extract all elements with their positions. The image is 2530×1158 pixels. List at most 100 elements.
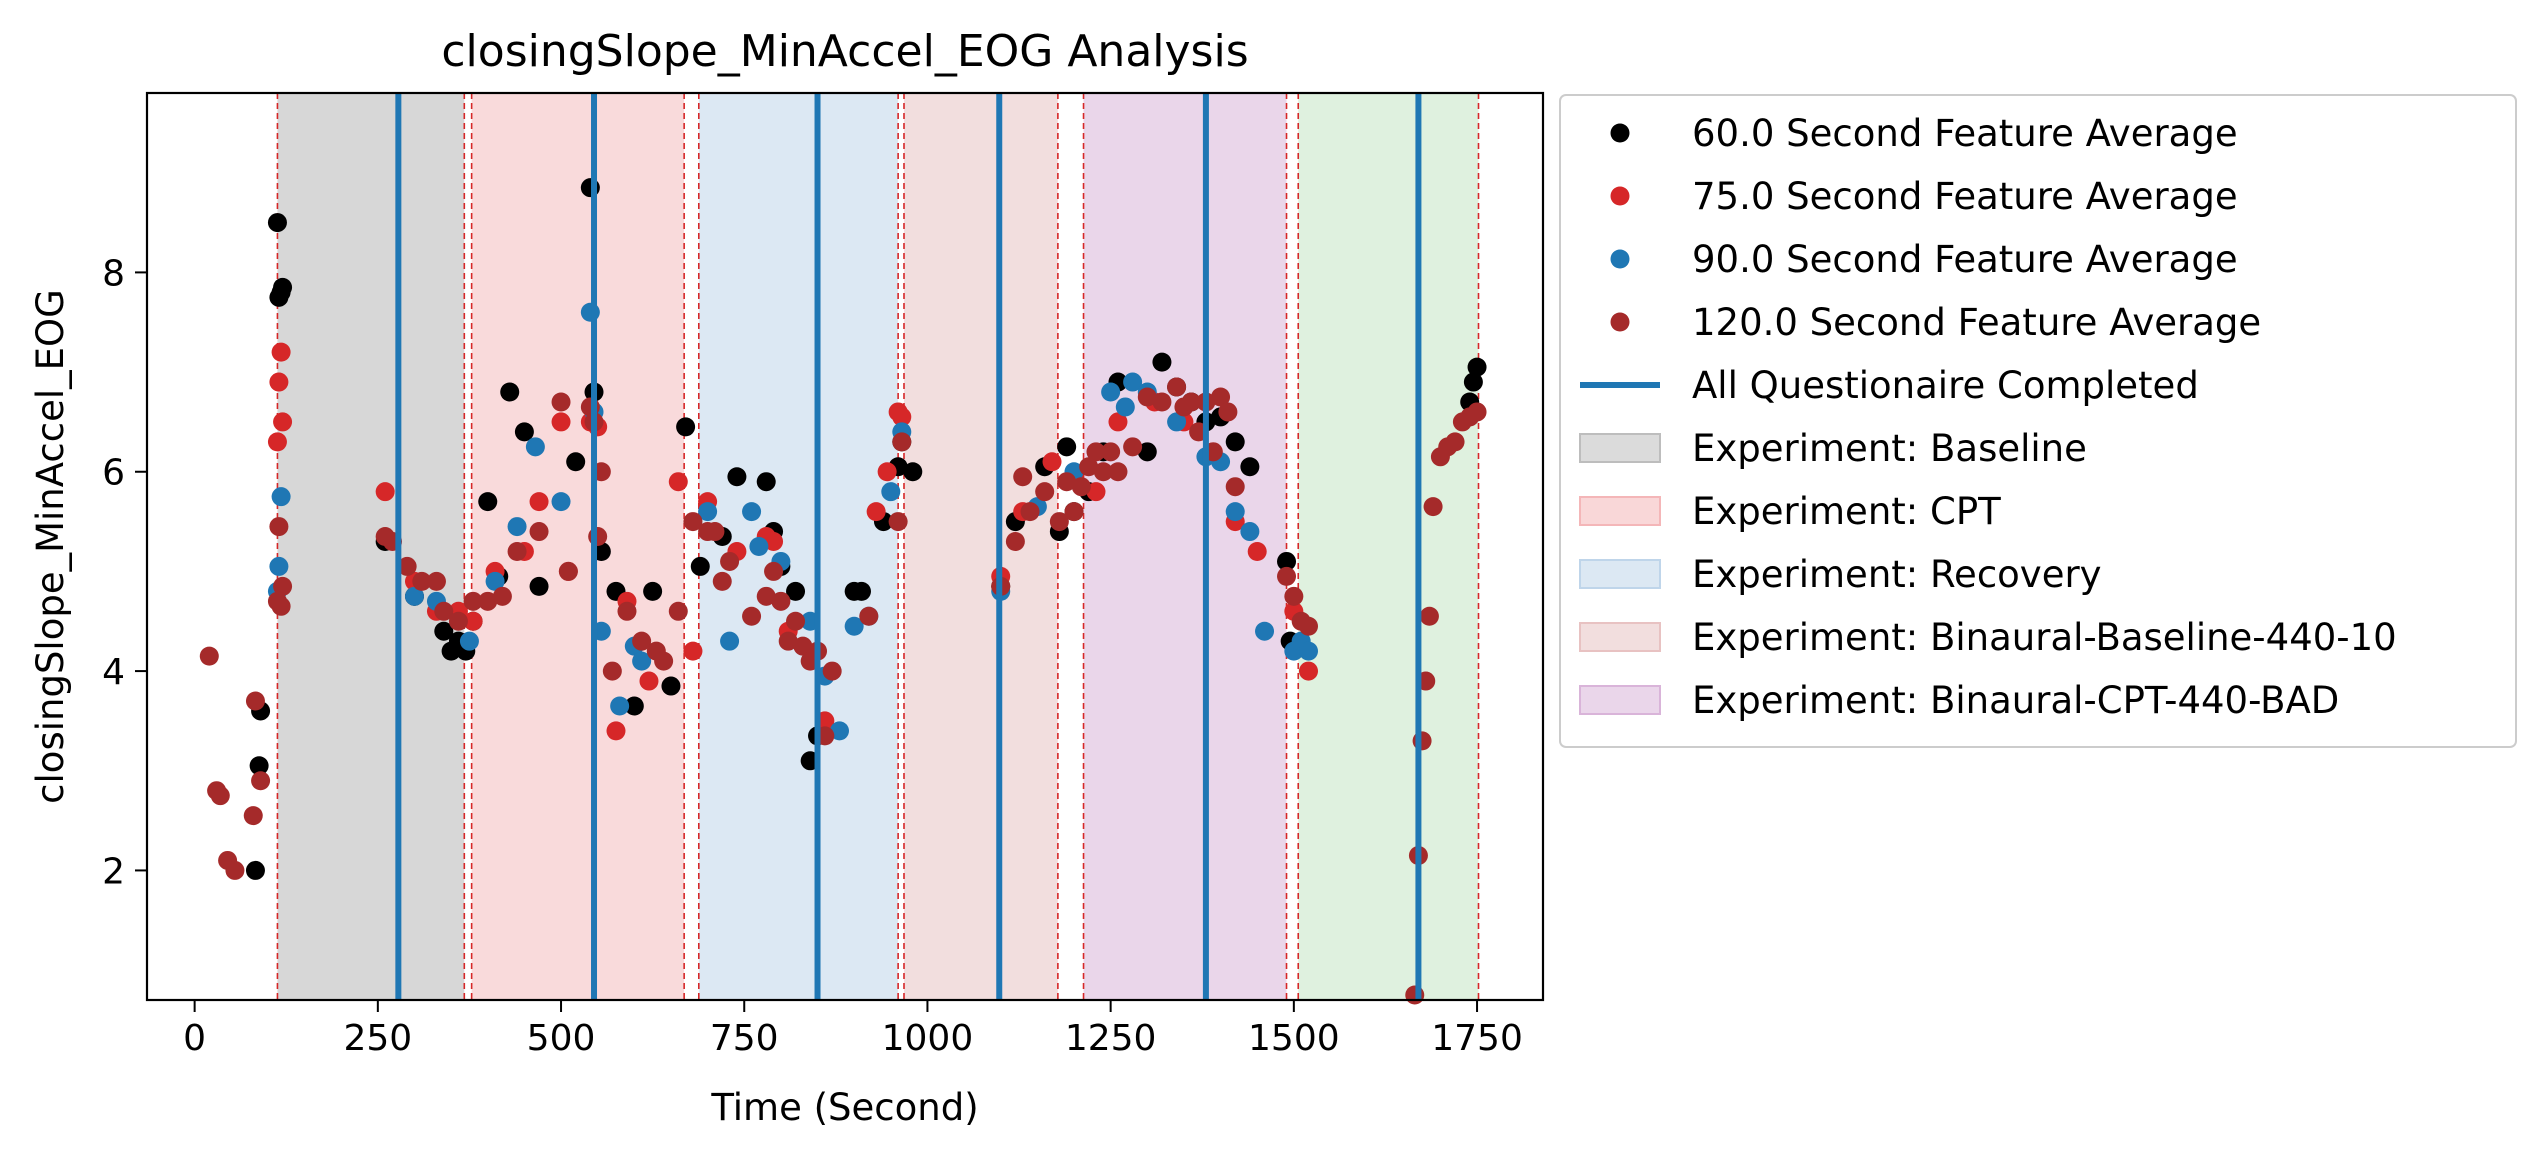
series-120-0-second-feature-average (199, 377, 1487, 1005)
data-point (1035, 482, 1055, 502)
legend-label: Experiment: CPT (1692, 490, 2001, 533)
data-point (1240, 457, 1260, 477)
data-point (1042, 452, 1062, 472)
data-points (199, 178, 1487, 1005)
data-point (698, 502, 718, 522)
data-point (668, 472, 688, 492)
data-point (1057, 472, 1077, 492)
data-point (269, 556, 289, 576)
data-point (1463, 372, 1483, 392)
data-point (1093, 462, 1113, 482)
data-point (426, 571, 446, 591)
data-point (1467, 357, 1487, 377)
legend-label: 75.0 Second Feature Average (1692, 175, 2238, 218)
data-point (404, 586, 424, 606)
legend-swatch (1579, 559, 1661, 589)
data-point (1284, 586, 1304, 606)
data-point (245, 860, 265, 880)
data-point (1423, 497, 1443, 517)
data-point (859, 606, 879, 626)
data-point (786, 581, 806, 601)
data-point (1299, 641, 1319, 661)
data-point (525, 437, 545, 457)
legend-marker (1610, 312, 1630, 332)
data-point (243, 806, 263, 826)
data-point (1445, 432, 1465, 452)
chart-title: closingSlope_MinAccel_EOG Analysis (441, 26, 1248, 77)
data-point (558, 561, 578, 581)
data-point (639, 671, 659, 691)
legend-marker (1610, 249, 1630, 269)
x-axis-label: Time (Second) (710, 1086, 978, 1129)
phase-band-unlabeled (1298, 93, 1479, 1000)
data-point (822, 661, 842, 681)
data-point (1013, 467, 1033, 487)
data-point (1101, 382, 1121, 402)
data-point (742, 502, 762, 522)
data-point (271, 596, 291, 616)
data-point (529, 576, 549, 596)
data-point (1108, 462, 1128, 482)
data-point (1167, 412, 1187, 432)
data-point (851, 581, 871, 601)
legend-item-experiment-cpt: Experiment: CPT (1579, 490, 2001, 533)
data-point (606, 721, 626, 741)
data-point (210, 786, 230, 806)
data-point (771, 591, 791, 611)
x-tick-label: 750 (710, 1018, 779, 1059)
legend-swatch (1579, 622, 1661, 652)
legend-swatch (1579, 433, 1661, 463)
data-point (1064, 502, 1084, 522)
data-point (1277, 566, 1297, 586)
data-point (463, 611, 483, 631)
legend-marker (1610, 123, 1630, 143)
data-point (225, 860, 245, 880)
data-point (643, 581, 663, 601)
data-point (529, 492, 549, 512)
data-point (1225, 432, 1245, 452)
data-point (251, 771, 271, 791)
data-point (463, 591, 483, 611)
data-point (273, 576, 293, 596)
phase-band-recovery (698, 93, 899, 1000)
data-point (1152, 392, 1172, 412)
legend-item-experiment-binaural-baseline-440-10: Experiment: Binaural-Baseline-440-10 (1579, 616, 2397, 659)
data-point (1240, 522, 1260, 542)
data-point (756, 472, 776, 492)
data-point (500, 382, 520, 402)
data-point (271, 487, 291, 507)
data-point (1299, 661, 1319, 681)
data-point (551, 412, 571, 432)
data-point (199, 646, 219, 666)
data-point (492, 586, 512, 606)
data-point (478, 492, 498, 512)
phase-band-baseline (277, 93, 465, 1000)
data-point (756, 586, 776, 606)
legend-swatch (1579, 496, 1661, 526)
data-point (1247, 541, 1267, 561)
data-point (683, 641, 703, 661)
phase-band-cpt (471, 93, 685, 1000)
data-point (412, 571, 432, 591)
phase-band-binaural-baseline-440-10 (903, 93, 1058, 1000)
data-point (478, 591, 498, 611)
legend-item-60-0-second-feature-average: 60.0 Second Feature Average (1610, 112, 2238, 155)
legend-marker (1610, 186, 1630, 206)
data-point (888, 512, 908, 532)
data-point (566, 452, 586, 472)
data-point (514, 422, 534, 442)
data-point (1123, 437, 1143, 457)
data-point (683, 512, 703, 532)
data-point (267, 213, 287, 233)
data-point (764, 532, 784, 552)
data-point (1255, 621, 1275, 641)
data-point (654, 651, 674, 671)
questionnaire-lines (395, 93, 1422, 1000)
y-tick-label: 2 (102, 851, 125, 892)
data-point (610, 696, 630, 716)
legend-label: 90.0 Second Feature Average (1692, 238, 2238, 281)
data-point (632, 631, 652, 651)
legend-box (1559, 94, 2517, 748)
data-point (661, 676, 681, 696)
y-axis-label: closingSlope_MinAccel_EOG (29, 289, 72, 804)
